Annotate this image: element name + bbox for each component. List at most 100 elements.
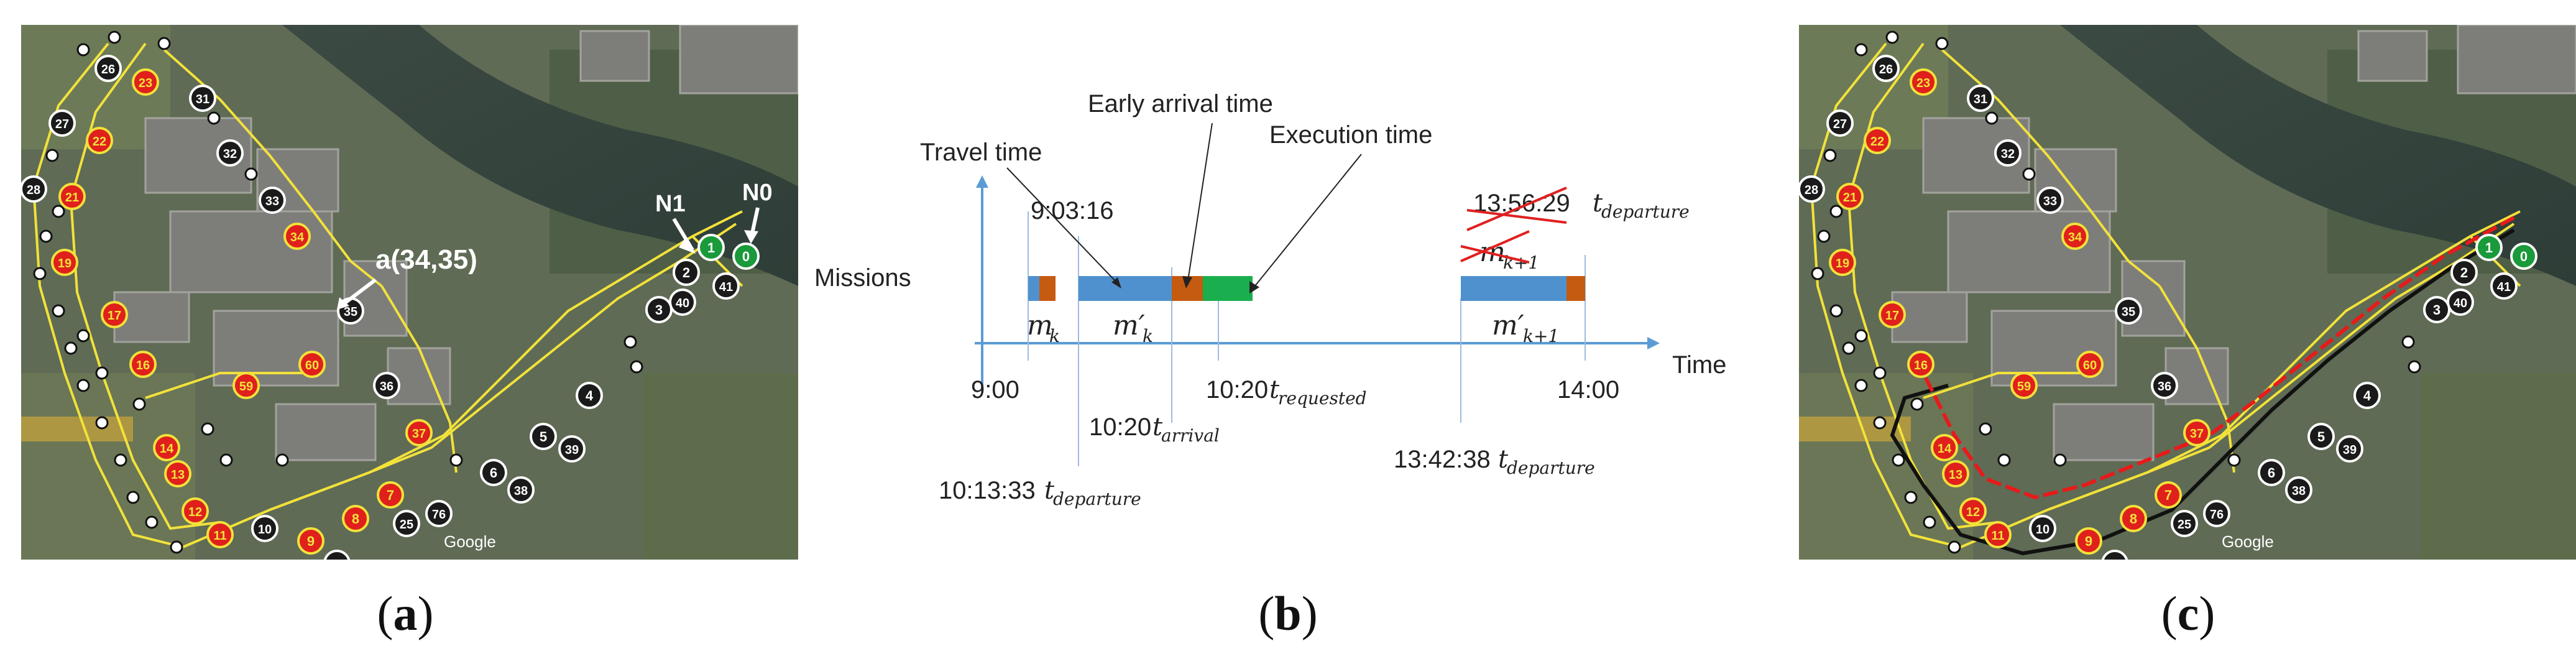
graph-node-3: 3: [645, 296, 673, 323]
node-label: 31: [1974, 93, 1987, 106]
node-circle: [2258, 459, 2285, 486]
waypoint-dot: [449, 453, 463, 467]
node-circle: [21, 175, 47, 203]
node-circle: [164, 460, 191, 487]
node-label: 39: [2343, 443, 2357, 457]
node-label: 32: [2001, 147, 2015, 161]
graph-node-59: 59: [232, 372, 260, 399]
mission-label-mk: m k: [1027, 310, 1060, 346]
node-circle: [2307, 423, 2335, 450]
node-circle: [1879, 301, 1906, 328]
node-label: 13: [1949, 468, 1962, 482]
node-label: 39: [565, 443, 579, 457]
graph-node-5: 5: [530, 423, 557, 450]
node-circle: [480, 459, 507, 486]
mission-m: m′: [1113, 310, 1145, 341]
google-watermark: Google: [2222, 532, 2274, 551]
node-circle: [507, 476, 535, 504]
graph-node-40: 40: [2447, 288, 2474, 316]
graph-node-16: 16: [129, 351, 157, 378]
node-circle: [576, 382, 603, 409]
waypoint-dot: [95, 416, 109, 430]
node-circle: [283, 223, 311, 250]
graph-node-35: 35: [2115, 297, 2142, 325]
graph-node-34: 34: [2061, 223, 2089, 250]
node-circle: [2285, 476, 2312, 504]
node-label: 76: [2210, 508, 2224, 522]
waypoint-dot: [132, 397, 146, 411]
strike-mk1: [1460, 230, 1530, 264]
waypoint-dot: [157, 37, 171, 50]
node-label: 19: [58, 257, 71, 270]
graph-node-76: 76: [425, 500, 453, 527]
graph-node-36: 36: [373, 372, 400, 399]
node-label: 10: [258, 523, 272, 537]
graph-node-25: 25: [393, 510, 420, 537]
bar-travel-mk-prime: [1079, 276, 1172, 301]
graph-node-17: 17: [101, 301, 128, 328]
node-circle: [377, 481, 404, 509]
node-circle: [2171, 510, 2198, 537]
waypoint-dot: [275, 453, 289, 467]
node-circle: [697, 234, 725, 261]
node-label: 14: [1938, 442, 1952, 456]
graph-node-11: 11: [206, 521, 234, 548]
node-label: 17: [1885, 309, 1899, 323]
t-symbol: t: [1498, 445, 1509, 474]
graph-node-13: 13: [164, 460, 191, 487]
green-area: [643, 373, 798, 560]
waypoint-dot: [1904, 491, 1918, 504]
node-label: 2: [683, 265, 690, 280]
node-label: 1: [707, 240, 715, 256]
map-panel-c: 26 23 31 27 22 32 28 21 33 34 19 17 35 16 60 59 36 14 13 12…: [1799, 25, 2576, 560]
mission-label-mk1: m k+1: [1479, 236, 1539, 273]
node-circle: [94, 55, 122, 82]
graph-node-26: 26: [94, 55, 122, 82]
struck-departure: 13:56:29 t departure: [1466, 187, 1690, 231]
node-circle: [2490, 272, 2518, 300]
node-circle: [1829, 249, 1856, 276]
node-label: 34: [290, 231, 305, 244]
waypoint-dot: [1892, 453, 1905, 467]
graph-node-24: 24: [323, 550, 351, 560]
node-circle: [2010, 372, 2038, 399]
node-circle: [1959, 497, 1987, 525]
node-label: 11: [1991, 529, 2004, 543]
waypoint-dot: [95, 366, 109, 380]
node-label: 12: [188, 505, 202, 519]
graph-node-4: 4: [576, 382, 603, 409]
graph-node-6: 6: [2258, 459, 2285, 486]
node-circle: [2151, 372, 2178, 399]
node-circle: [425, 500, 453, 527]
node-circle: [132, 68, 159, 96]
waypoint-dot: [244, 167, 258, 181]
tick-1020: 10:20: [1206, 376, 1268, 404]
graph-node-37: 37: [405, 419, 433, 446]
graph-node-21: 21: [1836, 183, 1864, 210]
arrowhead-icon: [1182, 276, 1192, 288]
mission-sub: k: [1143, 326, 1153, 346]
pointer-travel-time: [1006, 167, 1120, 285]
label-arc-34-35: a(34,35): [375, 244, 477, 275]
annotation-n1: N1: [655, 191, 696, 254]
node-circle: [1872, 55, 1900, 82]
node-label: 16: [136, 359, 150, 372]
time-1013: 10:13:33: [939, 477, 1036, 504]
waypoint-dot: [76, 379, 90, 392]
node-circle: [673, 259, 700, 286]
green-area: [1799, 373, 1973, 560]
waypoint-dot: [623, 335, 637, 349]
mission-m: m: [1027, 310, 1053, 341]
node-label: 36: [380, 380, 393, 394]
river: [2060, 25, 2576, 286]
node-circle: [129, 351, 157, 378]
t-sub-requested: requested: [1278, 388, 1367, 408]
node-label: 21: [1843, 191, 1857, 205]
node-label: 16: [1914, 359, 1928, 372]
label-departure-1013: 10:13:33 t departure: [939, 476, 1141, 509]
waypoint-dot: [1873, 366, 1887, 380]
waypoint-dot: [630, 360, 643, 374]
graph-node-7: 7: [2155, 481, 2182, 509]
node-label: 41: [2497, 280, 2511, 294]
green-area: [2421, 373, 2576, 560]
